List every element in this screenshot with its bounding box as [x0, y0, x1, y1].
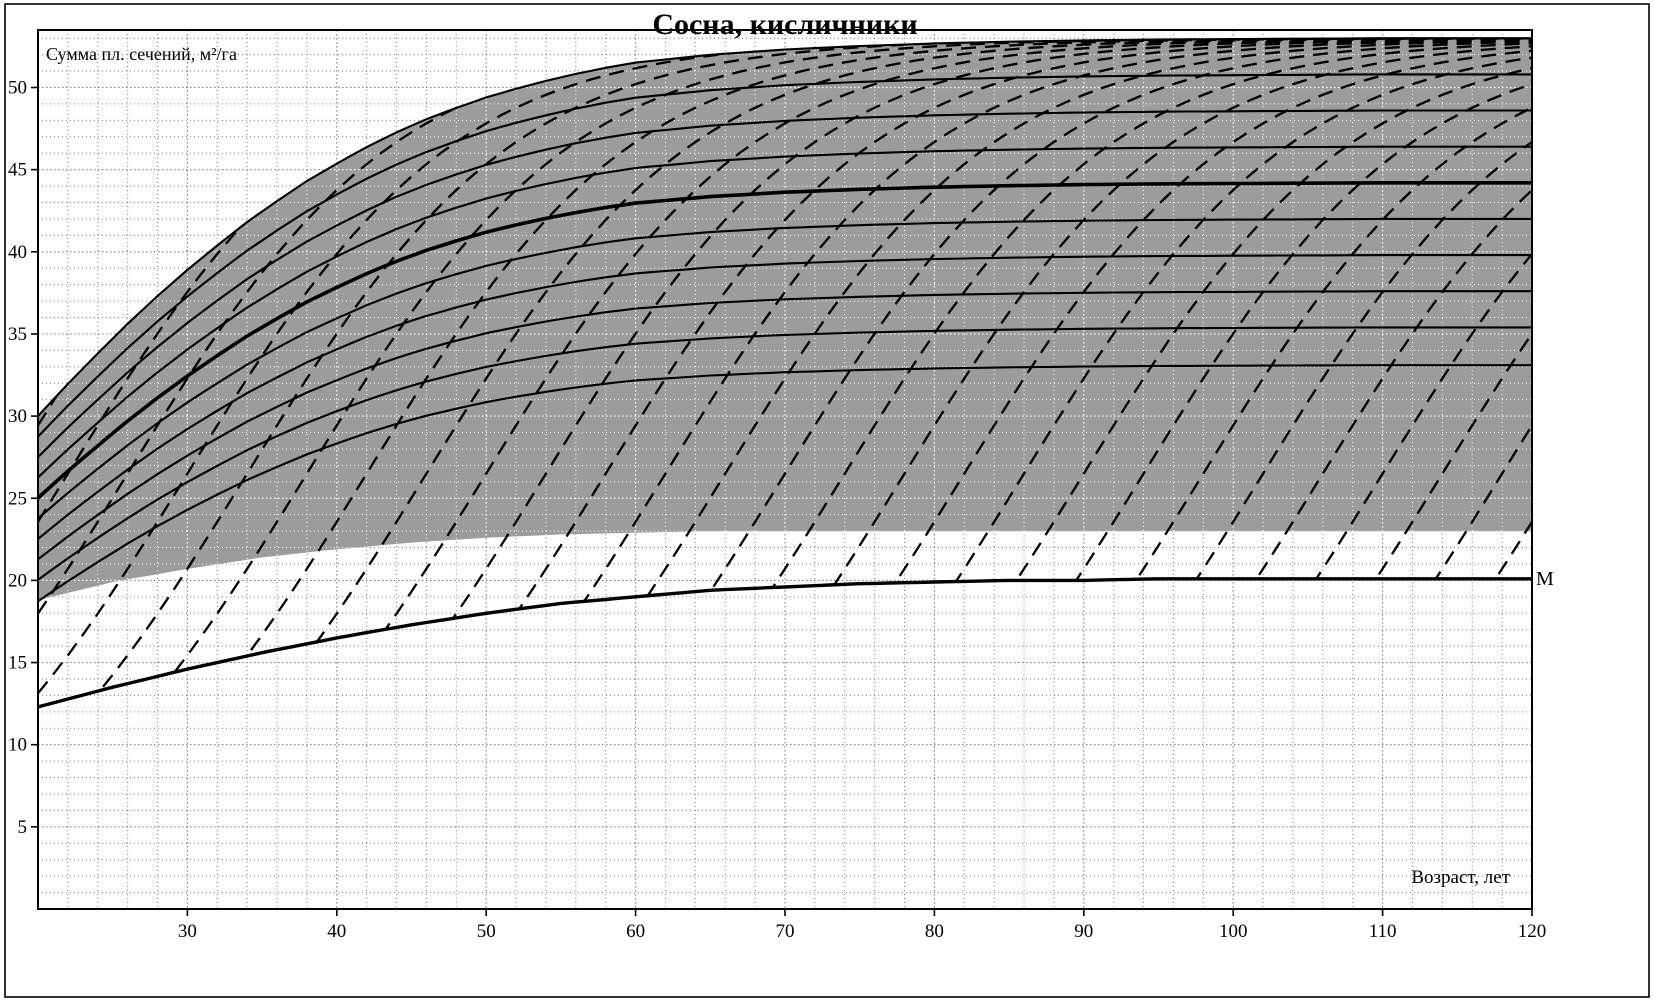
x-tick-label: 120: [1518, 921, 1547, 942]
chart-title: Сосна, кисличники: [652, 8, 917, 41]
solid-curve: [37, 290, 1532, 561]
y-tick-label: 30: [8, 406, 27, 427]
solid-curve: [37, 73, 1532, 438]
y-tick-label: 5: [18, 817, 28, 838]
dashed-trajectory: [38, 38, 1532, 707]
y-tick-label: 15: [8, 653, 27, 674]
solid-curve: [37, 364, 1532, 603]
dashed-trajectory: [38, 42, 1532, 707]
y-tick-label: 20: [8, 570, 27, 591]
y-tick-label: 35: [8, 324, 27, 345]
y-tick-label: 40: [8, 242, 27, 263]
x-tick-label: 110: [1369, 921, 1397, 942]
x-axis-label: Возраст, лет: [1411, 867, 1510, 888]
solid-curve: [37, 254, 1532, 540]
solid-curve: [37, 145, 1532, 479]
band-top-curve: [38, 37, 1532, 417]
dashed-trajectory: [38, 38, 1532, 707]
dashed-trajectory: [38, 67, 1532, 707]
solid-curve-emphasized: [36, 181, 1532, 500]
dashed-trajectory: [38, 141, 1532, 707]
y-tick-label: 10: [8, 735, 27, 756]
solid-curve: [37, 326, 1532, 581]
solid-curves: [36, 73, 1532, 603]
x-tick-label: 100: [1219, 921, 1248, 942]
y-tick-label: 25: [8, 488, 27, 509]
x-tick-label: 80: [925, 921, 944, 942]
x-tick-label: 30: [178, 921, 197, 942]
x-tick-label: 60: [626, 921, 645, 942]
dashed-trajectory: [38, 40, 1532, 707]
m-curve: [37, 577, 1532, 709]
solid-curve: [37, 217, 1532, 520]
outer-frame: [4, 3, 1650, 998]
m-curve-label: М: [1536, 568, 1554, 590]
y-axis-label: Сумма пл. сечений, м²/га: [46, 44, 237, 64]
x-tick-label: 50: [477, 921, 496, 942]
solid-curve: [37, 109, 1532, 458]
x-tick-label: 70: [776, 921, 795, 942]
y-tick-label: 45: [8, 160, 27, 181]
dashed-trajectory: [38, 106, 1532, 707]
x-tick-label: 90: [1074, 921, 1093, 942]
x-tick-label: 40: [327, 921, 346, 942]
dashed-trajectory: [38, 49, 1532, 707]
y-tick-label: 50: [8, 78, 27, 99]
axis-ticks: 30 40 50 60 70 80 90 100 110 120 5 10 15 20 25 30 35 40 45…: [8, 78, 1546, 942]
